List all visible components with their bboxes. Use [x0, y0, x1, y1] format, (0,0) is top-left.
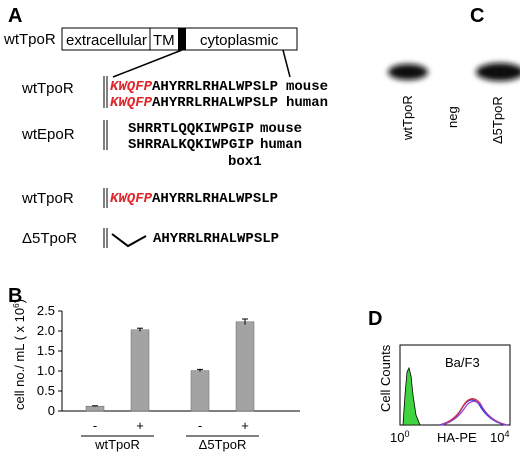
note: box1 [228, 154, 262, 170]
label: cell no./ mL ( x 10 [12, 308, 27, 410]
protein-name: wtTpoR [3, 31, 56, 48]
seq-label: Δ5TpoR [22, 230, 77, 247]
exp: 4 [504, 429, 509, 439]
blot-band [388, 64, 428, 80]
y-tick-label: 2.5 [37, 303, 55, 318]
zoom-line [112, 49, 183, 78]
flow-title: Ba/F3 [445, 355, 480, 370]
bar [235, 321, 255, 412]
seq-label: wtEpoR [21, 126, 75, 143]
panel-label: A [8, 5, 22, 27]
lane-label: wtTpoR [400, 95, 415, 141]
residues: AHYRRLRHALWPSLP [152, 79, 278, 95]
plot-frame [399, 344, 511, 426]
seq-label: wtTpoR [21, 190, 74, 207]
x-tick-label: + [241, 418, 249, 433]
y-tick-label: 0 [48, 403, 55, 418]
bar [190, 370, 210, 412]
base: 10 [390, 430, 404, 445]
seq-label: wtTpoR [21, 80, 74, 97]
panel-label: C [470, 5, 484, 27]
motif: KWQFP [110, 95, 153, 111]
sequence: SHRRALKQKIWPGIP [128, 137, 254, 153]
bar [85, 405, 105, 412]
y-axis-label: Cell Counts [378, 344, 393, 412]
sequence: SHRRTLQQKIWPGIP [128, 121, 254, 137]
group-label: Δ5TpoR [199, 437, 247, 452]
y-tick-label: 0.5 [37, 383, 55, 398]
species: human [286, 95, 328, 111]
y-tick-label: 2.0 [37, 323, 55, 338]
lane-label: Δ5TpoR [490, 96, 505, 144]
x-axis-label: HA-PE [437, 430, 477, 445]
bar [130, 329, 150, 412]
panel-label: D [368, 308, 382, 330]
blot-band [476, 63, 520, 81]
exp: 0 [404, 429, 409, 439]
label-end: ) [12, 299, 27, 303]
deletion-mark [111, 233, 147, 248]
tm-block [178, 28, 186, 50]
x-tick-label: + [136, 418, 144, 433]
panel-label: B [8, 285, 22, 307]
group-label: wtTpoR [94, 437, 140, 452]
sequence: KWQFPAHYRRLRHALWPSLP [110, 191, 278, 207]
species: human [260, 137, 302, 153]
zoom-line [282, 49, 291, 78]
y-tick-label: 1.5 [37, 343, 55, 358]
base: 10 [490, 430, 504, 445]
histogram [402, 366, 421, 426]
domain-label: extracellular [66, 32, 147, 49]
lane-label: neg [445, 106, 460, 128]
x-tick-label: 104 [490, 429, 509, 445]
sequence: KWQFPAHYRRLRHALWPSLP [110, 79, 278, 95]
exp: 6 [12, 303, 21, 308]
x-tick-label: - [93, 418, 97, 433]
residues: AHYRRLRHALWPSLP [152, 95, 278, 111]
bar-chart: 0 0.5 1.0 1.5 2.0 2.5 - + - + wtTpoR Δ5TpoR [37, 303, 300, 452]
motif: KWQFP [110, 191, 153, 207]
species: mouse [260, 121, 302, 137]
histogram [441, 400, 508, 426]
domain-label: cytoplasmic [200, 32, 279, 49]
sequence: KWQFPAHYRRLRHALWPSLP [110, 95, 278, 111]
y-axis-label: cell no./ mL ( x 106) [12, 299, 27, 410]
residues: AHYRRLRHALWPSLP [152, 191, 278, 207]
species: mouse [286, 79, 328, 95]
motif: KWQFP [110, 79, 153, 95]
domain-label: TM [153, 32, 175, 49]
x-tick-label: 100 [390, 429, 409, 445]
x-tick-label: - [198, 418, 202, 433]
y-tick-label: 1.0 [37, 363, 55, 378]
sequence: AHYRRLRHALWPSLP [153, 231, 279, 247]
